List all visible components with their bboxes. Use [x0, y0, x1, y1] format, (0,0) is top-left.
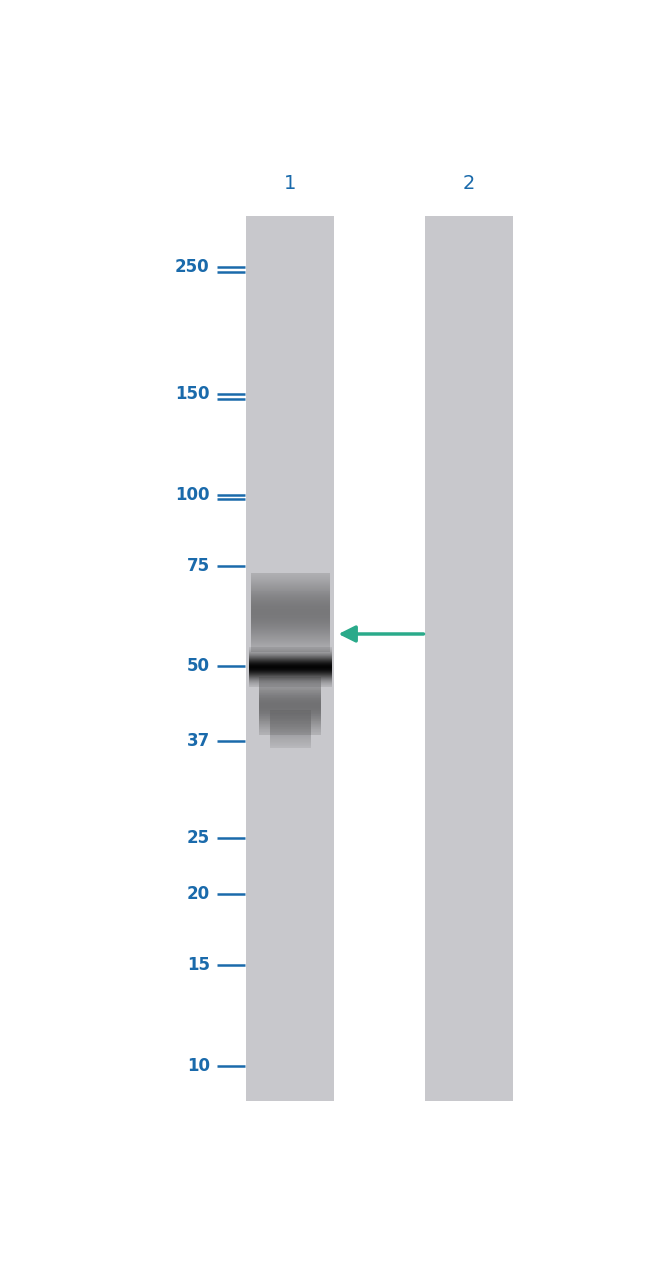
Text: 75: 75: [187, 558, 210, 575]
Bar: [425, 216, 514, 1101]
Text: 250: 250: [175, 258, 210, 277]
Text: 20: 20: [187, 885, 210, 903]
Text: 100: 100: [176, 485, 210, 504]
Text: 37: 37: [187, 732, 210, 751]
Text: 25: 25: [187, 829, 210, 847]
Text: 15: 15: [187, 956, 210, 974]
Text: 150: 150: [176, 385, 210, 403]
Text: 2: 2: [463, 174, 475, 193]
Bar: [246, 216, 334, 1101]
Text: 1: 1: [284, 174, 296, 193]
Text: 10: 10: [187, 1057, 210, 1074]
Text: 50: 50: [187, 658, 210, 676]
